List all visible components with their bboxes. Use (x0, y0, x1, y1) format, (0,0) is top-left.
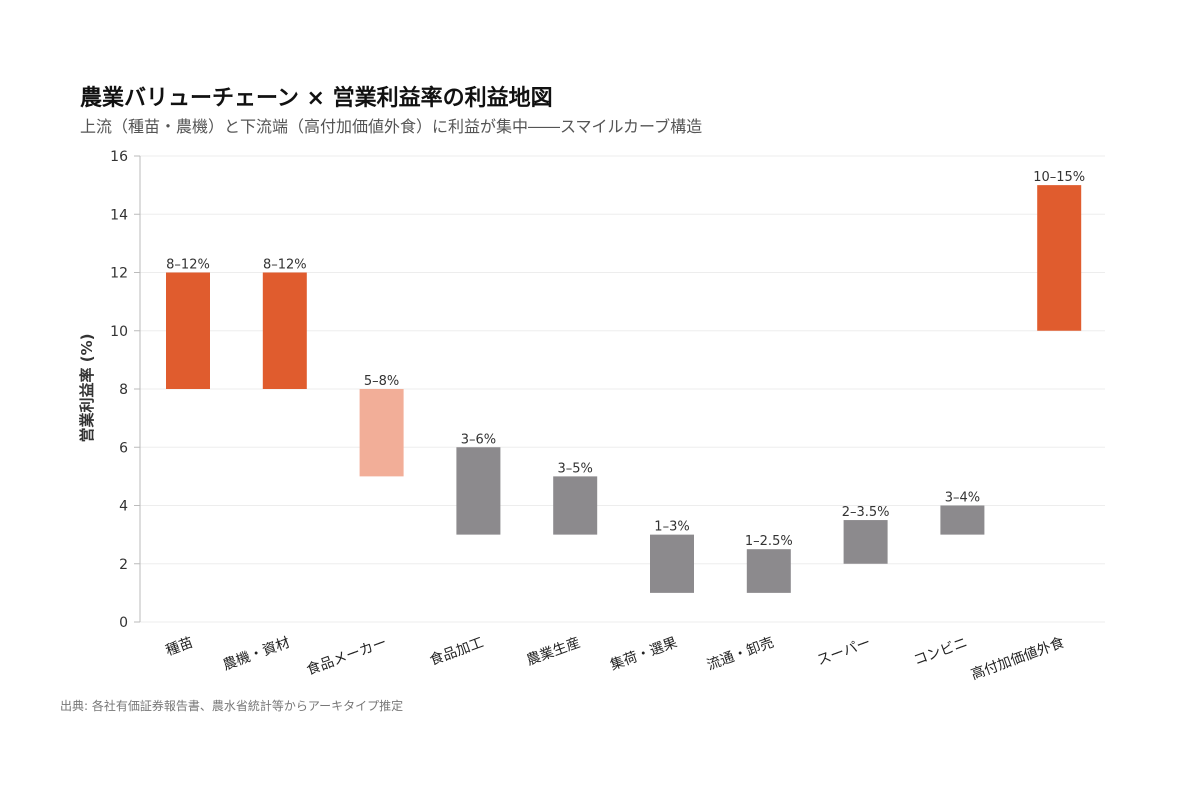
range-bar (746, 549, 791, 593)
x-category-label: 種苗 (164, 635, 196, 660)
range-bar (940, 505, 985, 535)
x-category-label: 農機・資材 (221, 635, 292, 674)
y-tick-label: 14 (110, 207, 128, 223)
data-label: 8–12% (263, 258, 307, 273)
range-bar (1037, 185, 1082, 331)
range-bar (166, 272, 210, 389)
x-category-label: スーパー (815, 635, 873, 669)
data-label: 2–3.5% (842, 505, 890, 520)
range-bar (553, 476, 598, 535)
range-bar (456, 447, 501, 535)
x-category-label: コンビニ (912, 635, 970, 669)
x-category-label: 食品メーカー (304, 634, 389, 679)
x-axis: 種苗 農機・資材 食品メーカー 食品加工 農業生産 集荷・選果 流通・卸売 スーパー コンビニ高… (164, 634, 1067, 683)
range-bar (843, 520, 888, 564)
source-note: 出典: 各社有価証券報告書、農水省統計等からアーキタイプ推定 (60, 699, 404, 713)
y-tick-label: 4 (119, 499, 128, 515)
data-labels: 8–12% 8–12% 5–8% 3–6% 3–5% 1–3% 1–2.5% 2–3.5% 3–… (166, 170, 1085, 549)
x-category-label: 流通・卸売 (705, 635, 776, 674)
y-tick-label: 12 (110, 266, 128, 282)
range-bar (262, 272, 307, 389)
range-bar (650, 534, 694, 593)
data-label: 5–8% (364, 374, 399, 389)
data-label: 10–15% (1033, 170, 1085, 185)
y-axis-title: 営業利益率 (%) (78, 334, 96, 443)
y-tick-label: 2 (119, 557, 128, 573)
x-category-label: 集荷・選果 (608, 634, 680, 674)
data-label: 3–4% (945, 491, 980, 506)
y-tick-label: 8 (119, 382, 128, 398)
chart-title: 農業バリューチェーン × 営業利益率の利益地図 (80, 86, 553, 111)
x-category-label: 農業生産 (524, 635, 582, 669)
range-bar (359, 389, 404, 477)
data-label: 1–3% (654, 520, 689, 535)
chart-subtitle: 上流（種苗・農機）と下流端（高付加価値外食）に利益が集中――スマイルカーブ構造 (80, 117, 703, 136)
y-tick-label: 10 (110, 324, 128, 340)
data-label: 1–2.5% (745, 534, 793, 549)
x-category-label: 高付加価値外食 (969, 634, 1067, 683)
y-tick-label: 16 (110, 149, 128, 165)
data-label: 3–5% (557, 461, 592, 476)
y-axis: 0 2 4 6 8 10 12 14 16 (110, 149, 141, 631)
data-label: 8–12% (166, 258, 210, 273)
bars (166, 185, 1082, 593)
data-label: 3–6% (461, 432, 496, 447)
y-tick-label: 0 (119, 615, 128, 631)
y-tick-label: 6 (119, 440, 128, 456)
x-category-label: 食品加工 (427, 634, 485, 669)
